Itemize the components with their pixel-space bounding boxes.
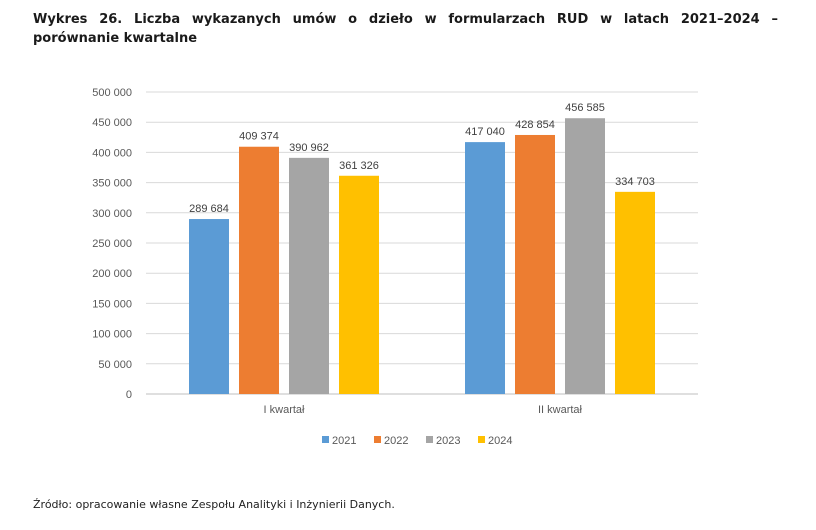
y-tick-label: 200 000 bbox=[92, 268, 132, 280]
y-tick-label: 350 000 bbox=[92, 178, 132, 190]
bar-2023-1 bbox=[289, 157, 329, 394]
legend-label-2022: 2022 bbox=[384, 435, 408, 447]
source-note: Źródło: opracowanie własne Zespołu Anali… bbox=[33, 498, 395, 511]
data-label: 409 374 bbox=[239, 131, 279, 143]
bar-2022-2 bbox=[515, 134, 555, 395]
bar-chart: 0 50 000 100 000 150 000 200 000 250 000 300 0… bbox=[92, 87, 698, 447]
y-tick-label: 450 000 bbox=[92, 117, 132, 129]
y-tick-label: 500 000 bbox=[92, 87, 132, 99]
data-label: 456 585 bbox=[565, 102, 605, 114]
bar-2021-2 bbox=[465, 142, 505, 394]
gridlines bbox=[146, 91, 698, 395]
bar-2021-1 bbox=[189, 219, 229, 394]
bar-2024-2 bbox=[615, 191, 655, 394]
data-label: 289 684 bbox=[189, 203, 229, 215]
bar-2024-1 bbox=[339, 175, 379, 394]
legend-swatch-2022 bbox=[374, 436, 381, 443]
legend-label-2023: 2023 bbox=[436, 435, 460, 447]
data-labels: 289 684 409 374 390 962 361 326 417 040 428 8… bbox=[189, 102, 655, 215]
y-tick-label: 300 000 bbox=[92, 208, 132, 220]
data-label: 334 703 bbox=[615, 176, 655, 188]
legend-label-2024: 2024 bbox=[488, 435, 512, 447]
data-label: 428 854 bbox=[515, 119, 555, 131]
y-tick-label: 50 000 bbox=[98, 359, 132, 371]
y-tick-label: 0 bbox=[126, 389, 132, 401]
x-tick-label: II kwartał bbox=[538, 404, 583, 416]
data-label: 417 040 bbox=[465, 126, 505, 138]
bar-2022-1 bbox=[239, 146, 279, 394]
x-axis-tick-labels: I kwartał II kwartał bbox=[264, 404, 583, 416]
x-tick-label: I kwartał bbox=[264, 404, 306, 416]
bars bbox=[189, 118, 655, 395]
legend-swatch-2024 bbox=[478, 436, 485, 443]
legend-swatch-2023 bbox=[426, 436, 433, 443]
data-label: 361 326 bbox=[339, 160, 379, 172]
legend: 2021 2022 2023 2024 bbox=[322, 435, 512, 447]
legend-swatch-2021 bbox=[322, 436, 329, 443]
y-tick-label: 100 000 bbox=[92, 329, 132, 341]
chart-title-line-1: Wykres 26. Liczba wykazanych umów o dzie… bbox=[33, 12, 778, 27]
y-axis-tick-labels: 0 50 000 100 000 150 000 200 000 250 000 300 0… bbox=[92, 87, 132, 401]
y-tick-label: 150 000 bbox=[92, 298, 132, 310]
bar-2023-2 bbox=[565, 118, 605, 394]
y-tick-label: 250 000 bbox=[92, 238, 132, 250]
legend-label-2021: 2021 bbox=[332, 435, 356, 447]
chart-title: Wykres 26. Liczba wykazanych umów o dzie… bbox=[33, 10, 778, 48]
chart-title-line-2: porównanie kwartalne bbox=[33, 31, 198, 46]
data-label: 390 962 bbox=[289, 142, 329, 154]
y-tick-label: 400 000 bbox=[92, 147, 132, 159]
